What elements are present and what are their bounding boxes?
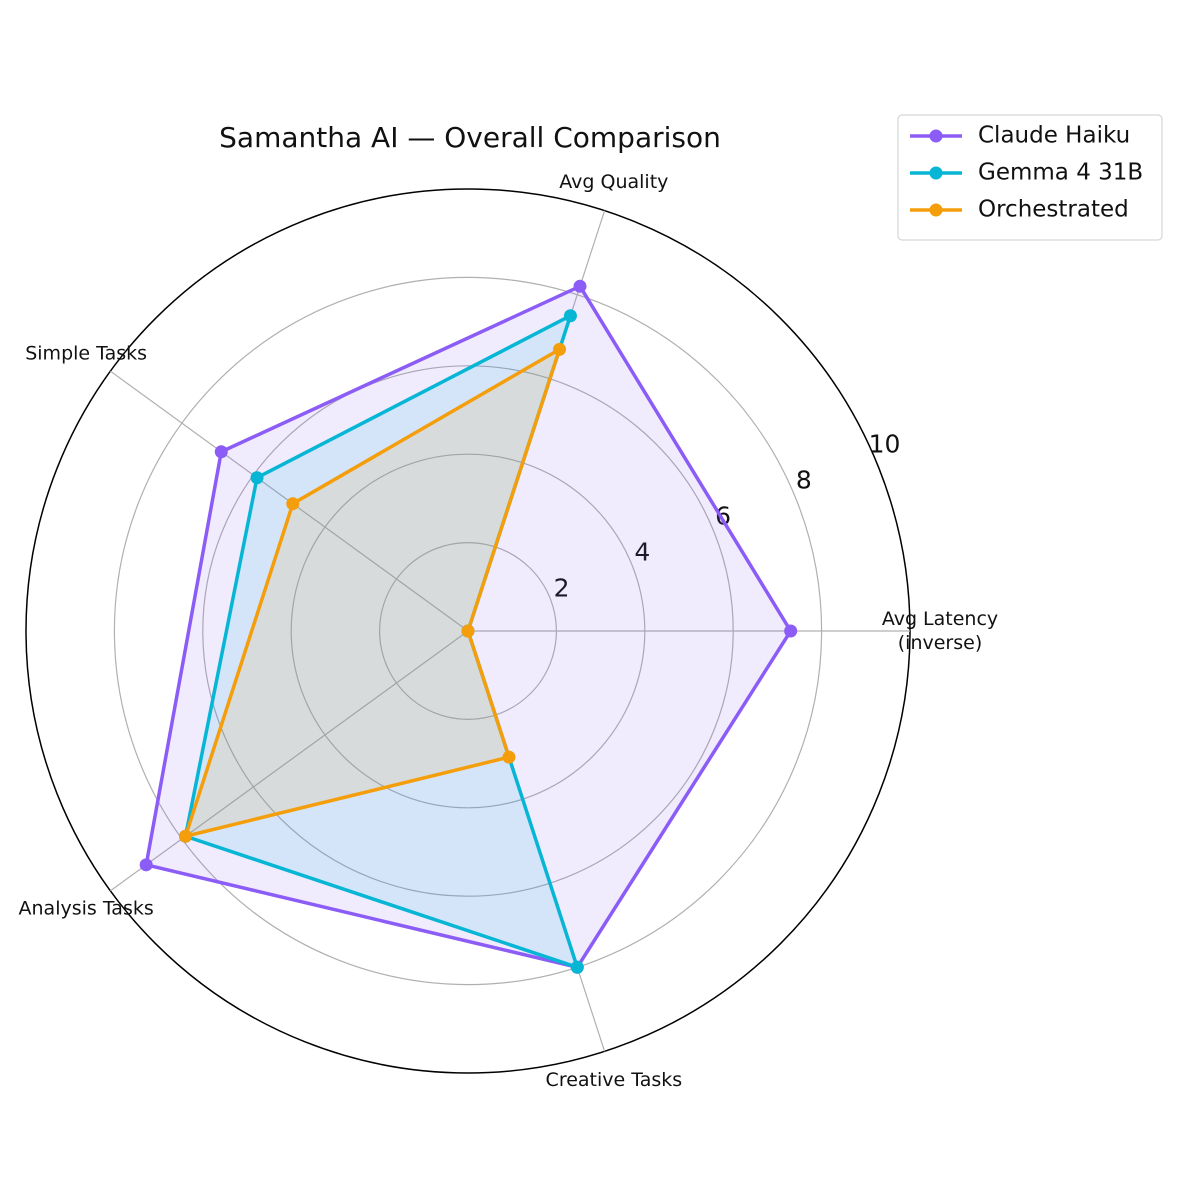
legend-label: Claude Haiku: [978, 123, 1130, 149]
legend-marker: [929, 166, 943, 180]
category-label: Avg Latency (inverse): [882, 608, 998, 654]
data-point: [179, 829, 193, 843]
data-point: [286, 497, 300, 511]
axis-spoke: [110, 630, 469, 892]
r-tick-label: 8: [796, 465, 812, 494]
data-point: [553, 342, 567, 356]
series-area: [185, 349, 560, 837]
r-tick-label: 10: [869, 430, 901, 459]
data-point: [250, 471, 264, 485]
series-line: [183, 347, 562, 838]
r-tick-label: 2: [554, 573, 570, 602]
legend-box: [897, 114, 1163, 241]
legend-label: Orchestrated: [978, 197, 1129, 223]
category-label: Simple Tasks: [25, 342, 147, 364]
r-tick-label: 4: [634, 537, 650, 566]
chart-title: Samantha AI — Overall Comparison: [219, 121, 721, 154]
legend-marker: [929, 203, 943, 217]
category-label: Avg Quality: [559, 171, 668, 193]
data-point: [570, 960, 584, 974]
legend-marker: [929, 129, 943, 143]
series-line: [144, 284, 793, 970]
series-area: [185, 315, 578, 968]
category-label: Creative Tasks: [546, 1068, 683, 1090]
category-label: Analysis Tasks: [19, 897, 154, 919]
data-point: [214, 445, 228, 459]
r-tick-label: 6: [715, 501, 731, 530]
data-point: [139, 858, 153, 872]
data-point: [784, 624, 798, 638]
data-point: [461, 624, 475, 638]
data-point: [573, 279, 587, 293]
data-point: [563, 309, 577, 323]
legend-label: Gemma 4 31B: [978, 160, 1143, 186]
data-point: [502, 750, 516, 764]
